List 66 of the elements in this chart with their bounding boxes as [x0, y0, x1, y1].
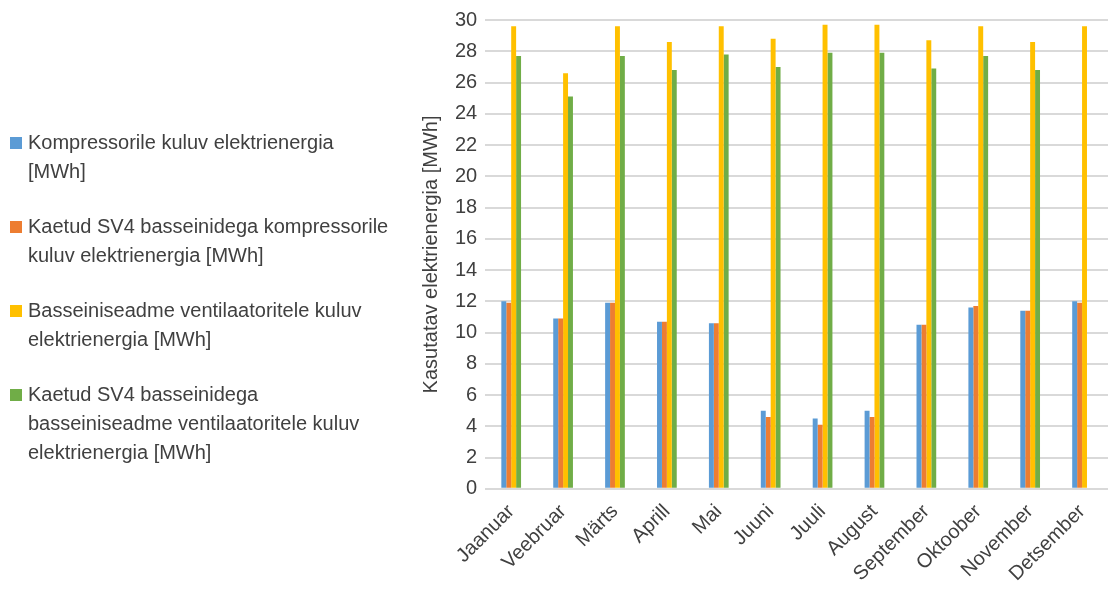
bar — [921, 324, 927, 488]
bar — [657, 321, 662, 488]
bar — [563, 73, 569, 488]
bar — [511, 26, 517, 488]
bar — [822, 24, 828, 488]
bar — [605, 302, 611, 488]
bar — [661, 321, 667, 488]
bar — [723, 54, 729, 488]
bar — [614, 26, 620, 488]
y-tick-label: 22 — [455, 132, 478, 155]
bar — [926, 40, 932, 488]
y-tick-label: 30 — [455, 7, 478, 30]
y-tick-label: 20 — [455, 163, 478, 186]
bar — [1025, 310, 1031, 488]
y-tick-label: 12 — [455, 288, 478, 311]
legend-label: Kaetud SV4 basseinidega kompressorile kuluv elektrienergia [MWh] — [28, 213, 390, 268]
bar — [765, 416, 771, 488]
bar — [812, 418, 818, 488]
y-tick-label: 26 — [455, 70, 478, 93]
bar — [619, 55, 625, 488]
legend-label: Kaetud SV4 basseinidega basseiniseadme ventilaatoritele kuluv elektrienergia [MWh] — [28, 381, 361, 465]
y-tick-label: 8 — [466, 351, 478, 374]
y-tick-label: 0 — [466, 476, 478, 499]
bar — [666, 41, 672, 488]
y-tick-label: 4 — [466, 413, 478, 436]
bar — [1072, 301, 1078, 488]
bar — [1030, 41, 1036, 488]
y-tick-label: 10 — [455, 320, 478, 343]
bar — [770, 38, 776, 488]
bar — [516, 55, 522, 488]
bar — [671, 70, 677, 488]
y-tick-label: 28 — [455, 38, 478, 61]
bar — [718, 26, 724, 488]
bar — [874, 24, 880, 488]
bar — [864, 410, 870, 488]
bar — [1077, 302, 1083, 488]
bar — [506, 302, 512, 488]
bar — [1035, 70, 1041, 488]
bar — [1020, 310, 1026, 488]
legend-label: Basseiniseadme ventilaatoritele kuluv elektrienergia [MWh] — [28, 297, 363, 352]
y-tick-label: 14 — [455, 257, 478, 280]
bar — [968, 307, 974, 488]
y-tick-label: 16 — [455, 226, 478, 249]
y-tick-label: 24 — [455, 101, 478, 124]
y-tick-label: 6 — [466, 382, 478, 405]
bar — [817, 424, 823, 488]
bar — [931, 68, 937, 488]
bar — [973, 306, 979, 488]
bar — [775, 66, 781, 488]
bar — [610, 302, 615, 488]
y-tick-label: 2 — [466, 445, 478, 468]
bar — [978, 26, 984, 488]
bar — [553, 318, 559, 488]
x-tick-label: Mai — [687, 499, 726, 538]
bar — [713, 323, 719, 488]
bar — [760, 410, 766, 488]
y-tick-label: 18 — [455, 195, 478, 218]
bar — [501, 301, 507, 488]
bar — [568, 96, 573, 488]
bar — [558, 318, 564, 488]
y-axis-title: Kasutatav elektrienergia [MWh] — [418, 115, 441, 394]
bar — [1082, 26, 1087, 488]
legend-label: Kompressorile kuluv elektrienergia [MWh] — [28, 129, 335, 184]
bar — [879, 52, 885, 488]
bar — [983, 55, 989, 488]
bar — [708, 323, 714, 488]
